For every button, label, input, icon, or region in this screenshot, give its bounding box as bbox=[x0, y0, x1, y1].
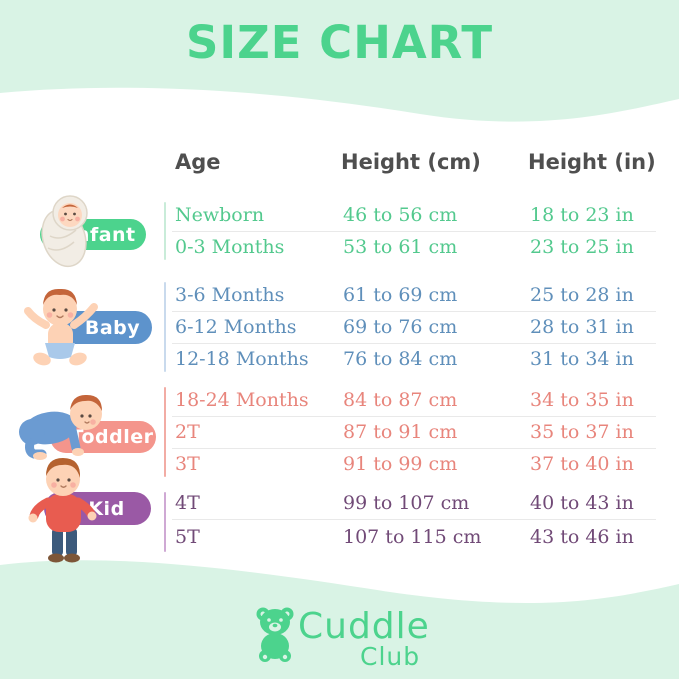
infant-accent-line bbox=[164, 202, 166, 260]
table-row: 12-18 Months 76 to 84 cm 31 to 34 in bbox=[0, 343, 679, 375]
height-cm-cell: 99 to 107 cm bbox=[343, 492, 470, 514]
baby-group-label: Baby bbox=[84, 316, 141, 339]
height-in-cell: 40 to 43 in bbox=[530, 492, 634, 514]
height-cm-cell: 46 to 56 cm bbox=[343, 204, 458, 226]
row-divider bbox=[172, 311, 656, 312]
toddler-group-label: Toddler bbox=[70, 426, 154, 448]
table-row: 3-6 Months 61 to 69 cm 25 to 28 in bbox=[0, 279, 679, 311]
height-in-cell: 25 to 28 in bbox=[530, 284, 634, 306]
height-in-cell: 35 to 37 in bbox=[530, 421, 634, 443]
column-header-height-cm: Height (cm) bbox=[341, 150, 481, 174]
height-in-cell: 37 to 40 in bbox=[530, 453, 634, 475]
baby-illustration bbox=[24, 288, 98, 366]
table-row: 3T 91 to 99 cm 37 to 40 in bbox=[0, 448, 679, 480]
table-row: 5T 107 to 115 cm 43 to 46 in bbox=[0, 521, 679, 553]
height-cm-cell: 61 to 69 cm bbox=[343, 284, 458, 306]
height-in-cell: 18 to 23 in bbox=[530, 204, 634, 226]
age-cell: 4T bbox=[175, 492, 200, 514]
page-title: SIZE CHART bbox=[185, 16, 494, 69]
table-row: 18-24 Months 84 to 87 cm 34 to 35 in bbox=[0, 384, 679, 416]
row-divider bbox=[172, 231, 656, 232]
age-cell: 3T bbox=[175, 453, 200, 475]
table-row: Newborn 46 to 56 cm 18 to 23 in bbox=[0, 199, 679, 231]
table-row: 4T 99 to 107 cm 40 to 43 in bbox=[0, 487, 679, 519]
age-cell: 5T bbox=[175, 526, 200, 548]
kid-accent-line bbox=[164, 492, 166, 552]
height-cm-cell: 84 to 87 cm bbox=[343, 389, 458, 411]
height-cm-cell: 107 to 115 cm bbox=[343, 526, 482, 548]
row-divider bbox=[172, 448, 656, 449]
toddler-illustration bbox=[19, 394, 102, 460]
height-in-cell: 34 to 35 in bbox=[530, 389, 634, 411]
column-header-age: Age bbox=[175, 150, 221, 174]
age-cell: 2T bbox=[175, 421, 200, 443]
kid-illustration bbox=[28, 458, 97, 563]
height-cm-cell: 53 to 61 cm bbox=[343, 236, 458, 258]
infant-illustration bbox=[41, 195, 88, 268]
height-in-cell: 23 to 25 in bbox=[530, 236, 634, 258]
teddy-bear-icon bbox=[256, 607, 294, 662]
table-row: 6-12 Months 69 to 76 cm 28 to 31 in bbox=[0, 311, 679, 343]
height-cm-cell: 69 to 76 cm bbox=[343, 316, 458, 338]
column-header-height-in: Height (in) bbox=[528, 150, 656, 174]
age-cell: 18-24 Months bbox=[175, 389, 309, 411]
brand-name: Cuddle bbox=[298, 606, 430, 647]
age-cell: 12-18 Months bbox=[175, 348, 309, 370]
baby-accent-line bbox=[164, 282, 166, 372]
height-in-cell: 31 to 34 in bbox=[530, 348, 634, 370]
row-divider bbox=[172, 343, 656, 344]
row-divider bbox=[172, 519, 656, 520]
age-cell: 0-3 Months bbox=[175, 236, 285, 258]
table-row: 2T 87 to 91 cm 35 to 37 in bbox=[0, 416, 679, 448]
age-cell: 6-12 Months bbox=[175, 316, 297, 338]
row-divider bbox=[172, 416, 656, 417]
height-cm-cell: 87 to 91 cm bbox=[343, 421, 458, 443]
height-in-cell: 28 to 31 in bbox=[530, 316, 634, 338]
height-cm-cell: 76 to 84 cm bbox=[343, 348, 458, 370]
height-in-cell: 43 to 46 in bbox=[530, 526, 634, 548]
height-cm-cell: 91 to 99 cm bbox=[343, 453, 458, 475]
age-cell: Newborn bbox=[175, 204, 265, 226]
age-cell: 3-6 Months bbox=[175, 284, 285, 306]
kid-group-label: Kid bbox=[88, 497, 125, 520]
brand-subname: Club bbox=[360, 642, 421, 671]
toddler-accent-line bbox=[164, 387, 166, 477]
table-row: 0-3 Months 53 to 61 cm 23 to 25 in bbox=[0, 231, 679, 263]
